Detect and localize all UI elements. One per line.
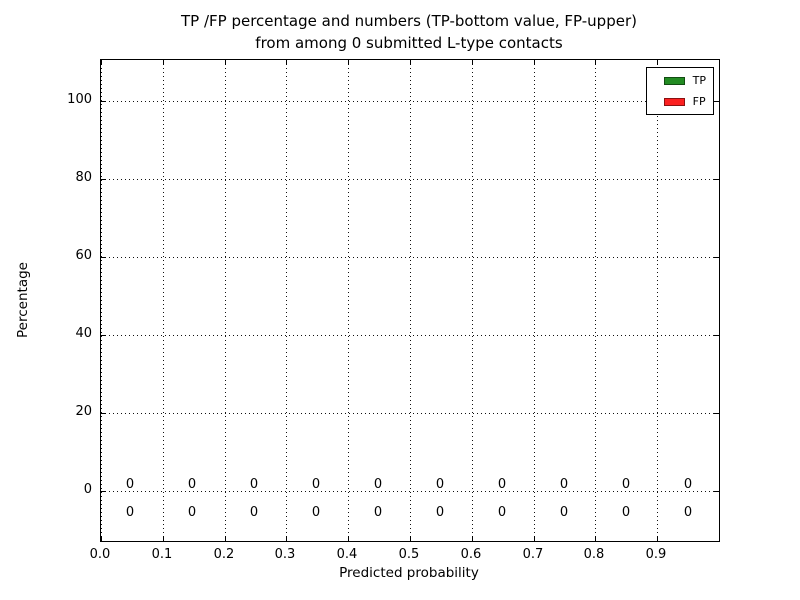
legend-item: FP [663, 92, 706, 111]
x-tick-mark [595, 536, 596, 541]
x-tick-mark [472, 60, 473, 65]
x-tick-label: 0.4 [336, 547, 358, 562]
x-gridline [286, 60, 287, 541]
x-gridline [410, 60, 411, 541]
y-tick-mark [101, 491, 106, 492]
x-tick-mark [101, 60, 102, 65]
tp-count-label: 0 [497, 505, 507, 520]
fp-count-label: 0 [683, 477, 693, 492]
x-tick-mark [163, 536, 164, 541]
x-tick-mark [410, 536, 411, 541]
fp-swatch [663, 97, 685, 106]
legend: TP FP [645, 67, 714, 115]
tp-count-label: 0 [621, 505, 631, 520]
fp-count-label: 0 [621, 477, 631, 492]
fp-count-label: 0 [125, 477, 135, 492]
x-gridline [595, 60, 596, 541]
x-tick-label: 0.1 [151, 547, 173, 562]
x-tick-mark [348, 60, 349, 65]
x-tick-mark [348, 536, 349, 541]
y-tick-mark [101, 335, 106, 336]
y-tick-mark [101, 413, 106, 414]
x-tick-mark [286, 60, 287, 65]
tp-count-label: 0 [559, 505, 569, 520]
y-tick-mark [101, 257, 106, 258]
tp-count-label: 0 [435, 505, 445, 520]
y-tick-label: 20 [75, 404, 92, 419]
tp-swatch [663, 76, 685, 85]
y-tick-mark [714, 335, 719, 336]
chart-title-line-1: TP /FP percentage and numbers (TP-bottom… [181, 12, 637, 30]
x-tick-mark [286, 536, 287, 541]
legend-label: TP [692, 74, 706, 87]
x-tick-label: 0.2 [213, 547, 235, 562]
legend-label: FP [692, 95, 706, 108]
x-tick-mark [225, 536, 226, 541]
x-axis-label: Predicted probability [339, 565, 479, 581]
x-gridline [534, 60, 535, 541]
y-tick-mark [714, 491, 719, 492]
tp-count-label: 0 [373, 505, 383, 520]
y-tick-label: 0 [83, 482, 92, 497]
tp-count-label: 0 [125, 505, 135, 520]
x-tick-label: 0.5 [398, 547, 420, 562]
y-tick-mark [714, 101, 719, 102]
fp-count-label: 0 [249, 477, 259, 492]
fp-count-label: 0 [559, 477, 569, 492]
y-tick-label: 80 [75, 170, 92, 185]
fp-count-label: 0 [373, 477, 383, 492]
x-tick-mark [534, 60, 535, 65]
x-tick-mark [657, 60, 658, 65]
x-tick-label: 0.8 [583, 547, 605, 562]
x-gridline [657, 60, 658, 541]
fp-count-label: 0 [435, 477, 445, 492]
x-tick-label: 0.0 [89, 547, 111, 562]
y-tick-label: 100 [67, 92, 92, 107]
y-tick-mark [101, 179, 106, 180]
y-tick-label: 40 [75, 326, 92, 341]
x-tick-mark [595, 60, 596, 65]
x-tick-mark [472, 536, 473, 541]
plot-area: TP FP 0 0 0 0 0 0 0 0 0 0 0 0 0 0 0 0 0 0 0 0 [100, 59, 720, 542]
tp-count-label: 0 [187, 505, 197, 520]
x-tick-mark [410, 60, 411, 65]
x-tick-mark [225, 60, 226, 65]
x-tick-label: 0.6 [460, 547, 482, 562]
y-tick-mark [101, 101, 106, 102]
y-tick-mark [714, 257, 719, 258]
x-tick-mark [101, 536, 102, 541]
x-gridline [348, 60, 349, 541]
x-gridline [163, 60, 164, 541]
chart-title-line-2: from among 0 submitted L-type contacts [255, 34, 563, 52]
y-tick-mark [714, 179, 719, 180]
x-tick-label: 0.9 [645, 547, 667, 562]
x-tick-label: 0.7 [522, 547, 544, 562]
x-gridline [101, 60, 102, 541]
x-gridline [225, 60, 226, 541]
fp-count-label: 0 [311, 477, 321, 492]
chart-title: TP /FP percentage and numbers (TP-bottom… [100, 10, 718, 54]
fp-count-label: 0 [187, 477, 197, 492]
x-tick-mark [534, 536, 535, 541]
y-axis-label: Percentage [15, 262, 31, 338]
y-tick-mark [714, 413, 719, 414]
x-gridline [472, 60, 473, 541]
tp-count-label: 0 [311, 505, 321, 520]
tp-count-label: 0 [683, 505, 693, 520]
x-tick-mark [657, 536, 658, 541]
fp-count-label: 0 [497, 477, 507, 492]
legend-item: TP [663, 71, 706, 90]
y-tick-label: 60 [75, 248, 92, 263]
tp-count-label: 0 [249, 505, 259, 520]
x-tick-mark [163, 60, 164, 65]
x-tick-label: 0.3 [274, 547, 296, 562]
